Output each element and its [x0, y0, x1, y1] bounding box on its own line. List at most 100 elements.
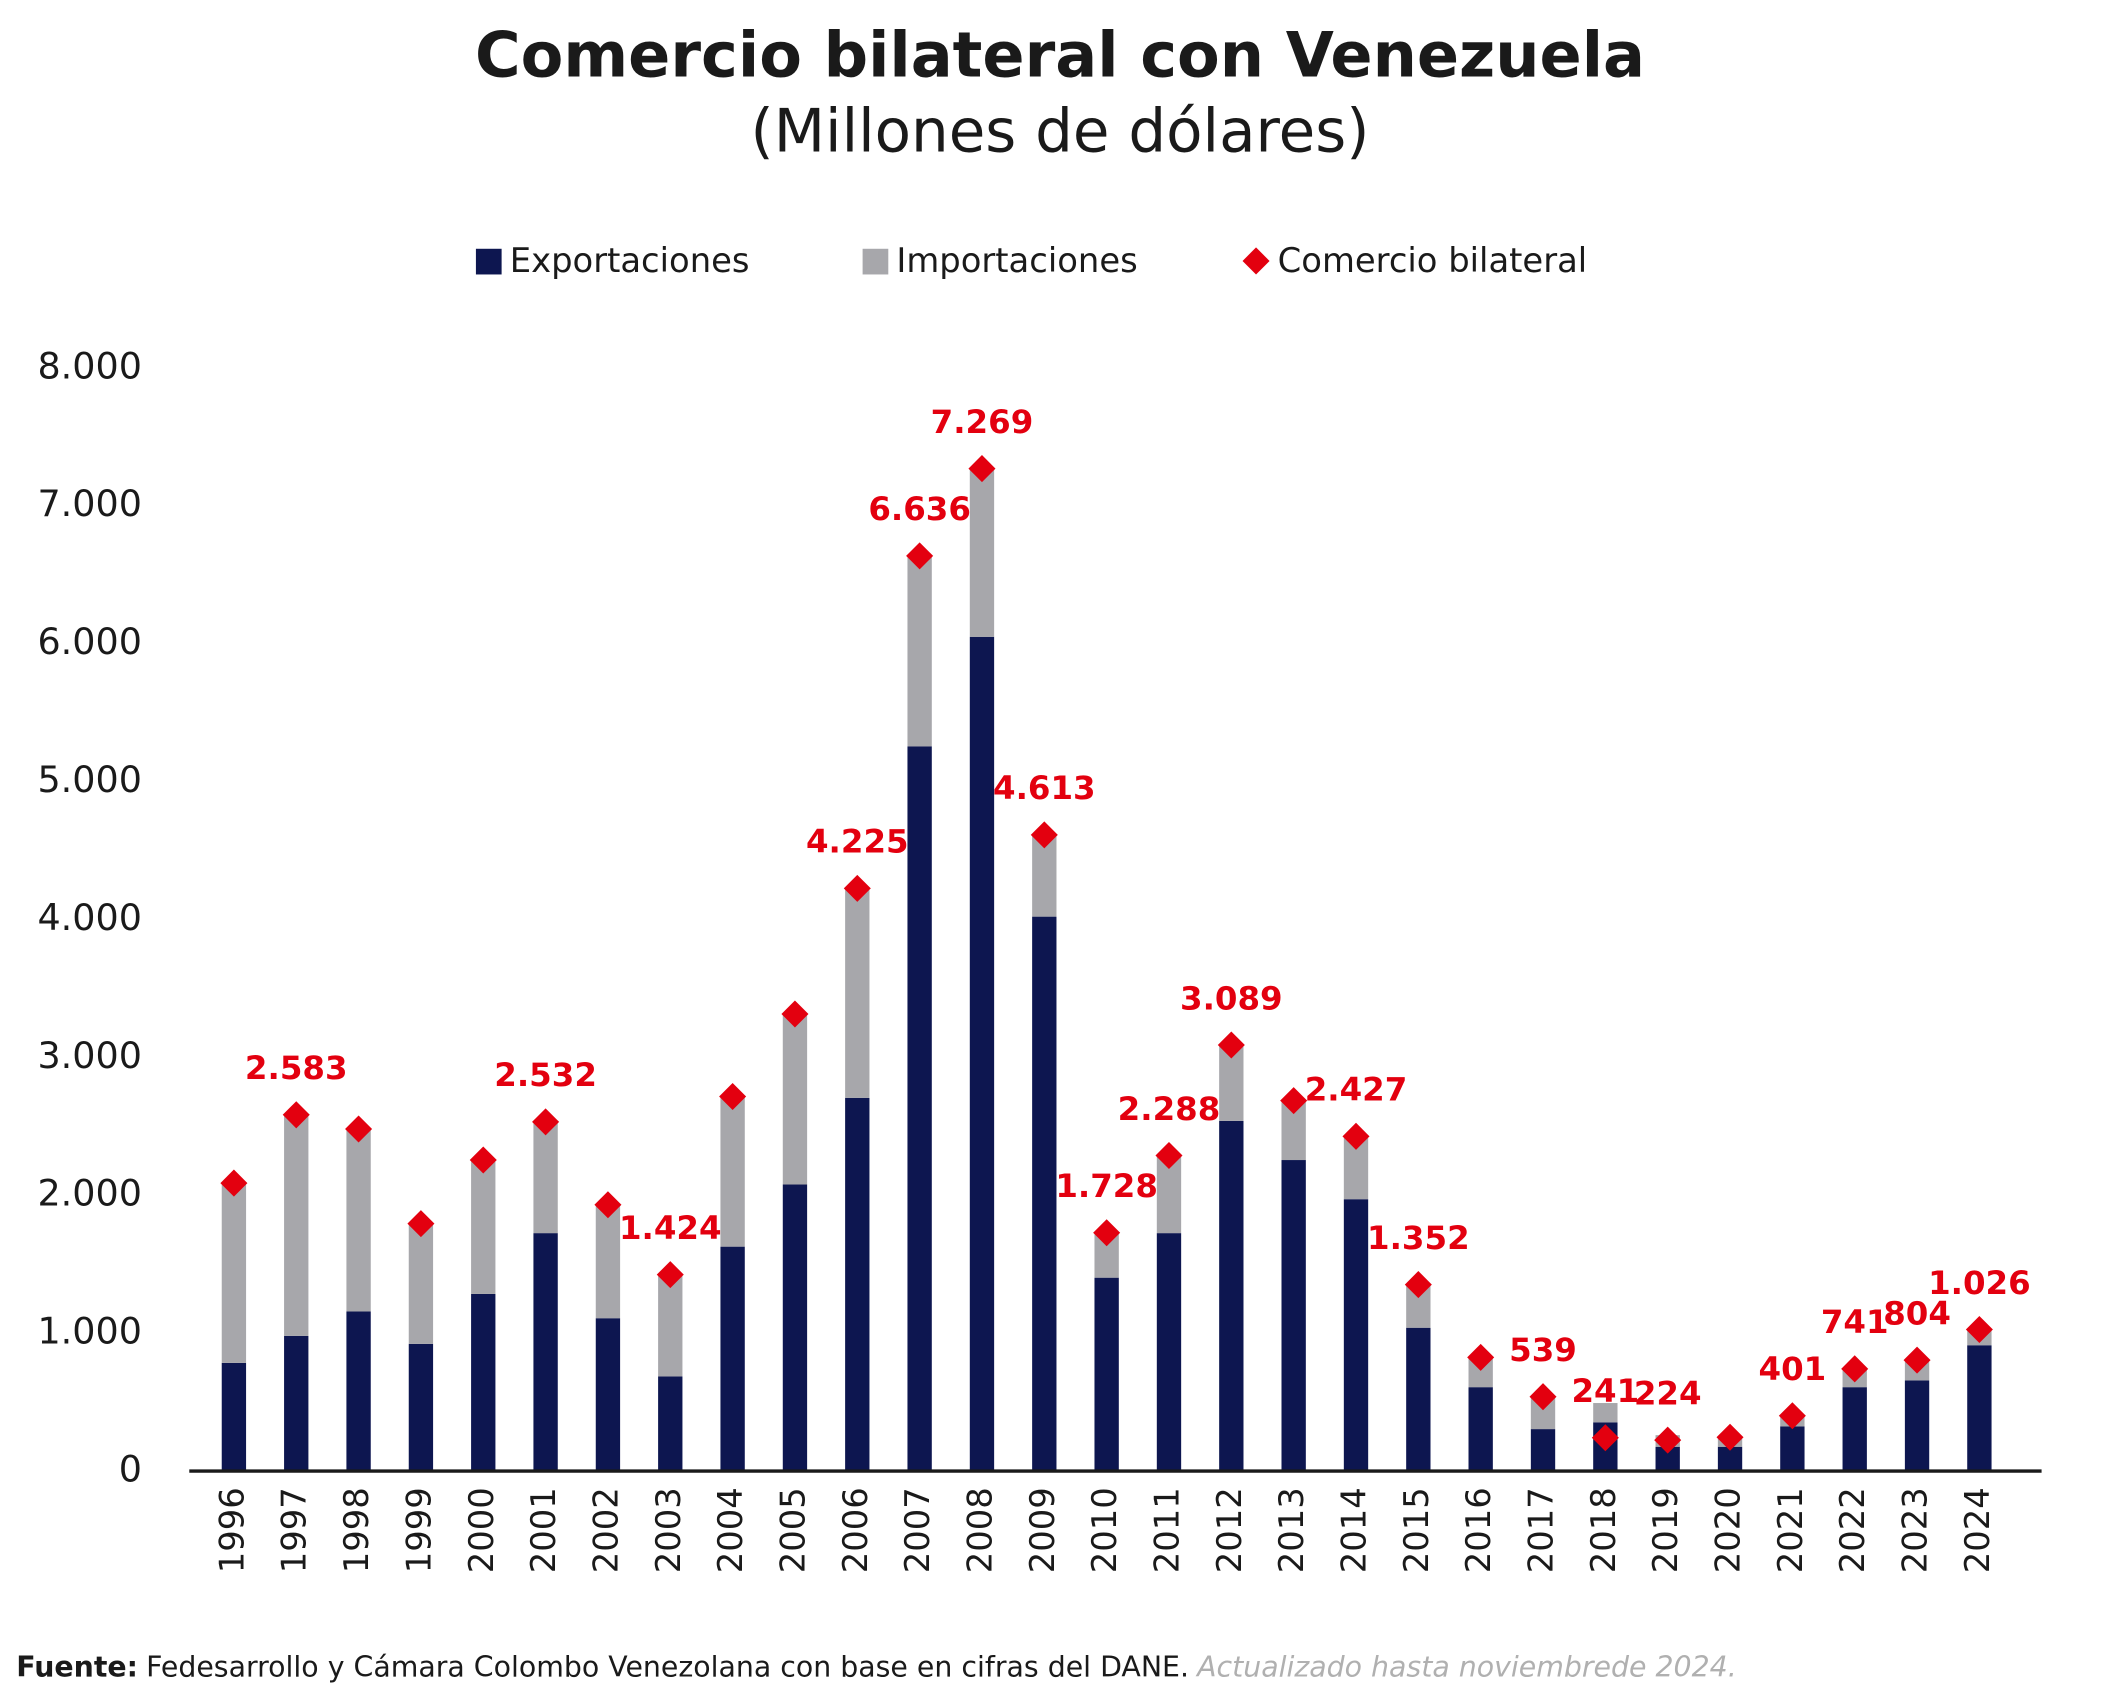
x-tick-label: 2018 [1584, 1487, 1623, 1573]
bar-segment [408, 1223, 434, 1344]
x-tick-label: 2017 [1522, 1487, 1561, 1573]
y-tick-label: 2.000 [37, 1172, 142, 1215]
source: Fuente: Fedesarrollo y Cámara Colombo Ven… [16, 1650, 1737, 1683]
bar-segment [1094, 1277, 1119, 1472]
data-label: 804 [1883, 1295, 1951, 1333]
diamond-marker [1467, 1343, 1495, 1371]
data-label: 6.636 [868, 490, 971, 528]
data-label: 539 [1509, 1331, 1577, 1369]
diamond-marker [1654, 1426, 1682, 1454]
diamond-marker [1404, 1271, 1432, 1299]
diamond-marker [1093, 1219, 1121, 1247]
diamond-marker [345, 1115, 373, 1143]
bar-segment [408, 1343, 434, 1472]
bar-segment [1406, 1327, 1431, 1472]
data-label: 2.583 [245, 1049, 348, 1087]
diamond-marker [906, 542, 934, 570]
bar-segment [221, 1362, 247, 1472]
bar-segment [720, 1096, 745, 1247]
data-label: 1.424 [619, 1209, 722, 1247]
bar-segment [969, 468, 995, 637]
y-tick-label: 1.000 [37, 1310, 142, 1353]
legend-swatch [475, 248, 502, 275]
data-label: 224 [1634, 1375, 1702, 1413]
y-tick-label: 4.000 [37, 896, 142, 939]
chart-subtitle: (Millones de dólares) [751, 97, 1370, 166]
bar-segment [1842, 1387, 1867, 1472]
diamond-marker [1716, 1423, 1744, 1451]
x-tick-label: 2020 [1709, 1487, 1748, 1573]
legend-swatch [1242, 247, 1270, 275]
bar-segment [1032, 916, 1057, 1472]
y-tick-label: 8.000 [37, 344, 142, 387]
source-label: Fuente: [16, 1650, 138, 1683]
bar-segment [658, 1274, 683, 1377]
x-tick-label: 2011 [1147, 1487, 1186, 1573]
x-tick-label: 2012 [1210, 1487, 1249, 1573]
bar-segment [969, 636, 995, 1472]
diamond-marker [968, 455, 996, 483]
x-tick-label: 2019 [1646, 1487, 1685, 1573]
x-tick-label: 2015 [1397, 1487, 1436, 1573]
x-tick-label: 2024 [1958, 1487, 1997, 1573]
x-tick-label: 2004 [711, 1487, 750, 1573]
bar-segment [533, 1233, 558, 1472]
bar-segment [346, 1311, 371, 1472]
x-tick-label: 2007 [898, 1487, 937, 1573]
bar-segment [845, 1097, 870, 1472]
x-tick-label: 2013 [1272, 1487, 1311, 1573]
diamond-marker [1841, 1355, 1869, 1383]
bar-segment [907, 555, 932, 747]
y-tick-label: 5.000 [37, 758, 142, 801]
x-tick-label: 1998 [337, 1487, 376, 1573]
diamond-marker [843, 874, 871, 902]
x-tick-label: 2014 [1335, 1487, 1374, 1573]
bar-segment [1281, 1160, 1306, 1472]
bar-segment [471, 1160, 496, 1294]
x-tick-label: 1997 [275, 1487, 314, 1573]
diamond-marker [282, 1101, 310, 1129]
data-label: 741 [1821, 1303, 1889, 1341]
data-label: 2.427 [1305, 1071, 1408, 1109]
x-tick-label: 2021 [1771, 1487, 1810, 1573]
data-label: 1.728 [1055, 1167, 1158, 1205]
bar-segment [1904, 1380, 1930, 1472]
legend-swatch [862, 248, 889, 275]
x-tick-label: 2010 [1085, 1487, 1124, 1573]
y-tick-label: 0 [119, 1448, 142, 1491]
x-tick-label: 2008 [960, 1487, 999, 1573]
data-label: 401 [1759, 1350, 1827, 1388]
data-label: 4.225 [806, 823, 909, 861]
bar-segment [1156, 1233, 1182, 1472]
bar-segment [782, 1013, 808, 1185]
x-tick-label: 2000 [462, 1487, 501, 1573]
x-tick-label: 1996 [212, 1487, 251, 1573]
bar-segment [595, 1318, 621, 1472]
data-label: 2.288 [1118, 1090, 1221, 1128]
bar-segment [284, 1114, 309, 1336]
bar-segment [533, 1121, 558, 1234]
diamond-marker [1903, 1346, 1931, 1374]
bar-segment [782, 1184, 808, 1472]
data-label: 2.532 [494, 1056, 597, 1094]
diamond-marker [1591, 1424, 1619, 1452]
diamond-marker [1529, 1383, 1557, 1411]
bar-segment [1530, 1429, 1556, 1472]
bar-segment [1343, 1199, 1369, 1472]
y-tick-label: 7.000 [37, 482, 142, 525]
bar-segment [1780, 1426, 1805, 1472]
legend-label: Exportaciones [510, 241, 750, 280]
diamond-marker [719, 1082, 747, 1110]
x-tick-label: 2006 [836, 1487, 875, 1573]
bar-segment [1593, 1403, 1618, 1423]
diamond-marker [1217, 1031, 1245, 1059]
data-label: 3.089 [1180, 979, 1283, 1017]
bar-segment [595, 1204, 621, 1319]
bar-segment [720, 1246, 745, 1472]
data-label: 1.026 [1928, 1264, 2031, 1302]
diamond-marker [469, 1146, 497, 1174]
legend-label: Importaciones [896, 241, 1137, 280]
x-tick-label: 2016 [1459, 1487, 1498, 1573]
data-label: 7.269 [931, 403, 1034, 441]
